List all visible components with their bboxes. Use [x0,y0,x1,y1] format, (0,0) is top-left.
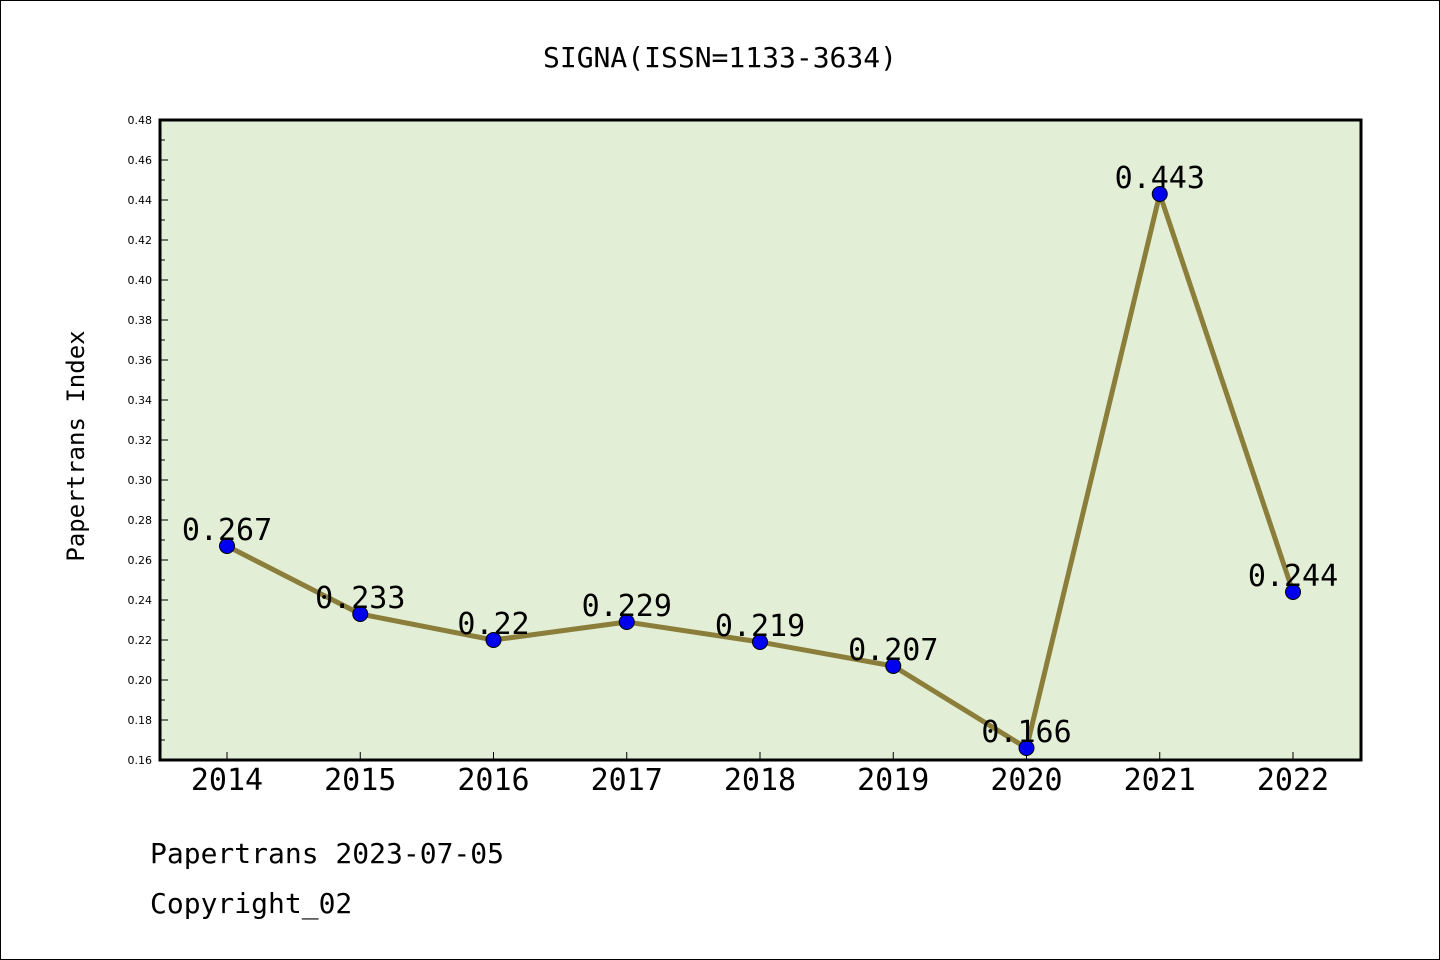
footer-copyright-text: Copyright_02 [150,887,353,920]
plot-area [160,120,1361,760]
data-label: 0.22 [457,607,529,642]
data-label: 0.166 [981,715,1071,750]
data-point [485,632,502,648]
x-axis-ticks: 2014 2015 2016 2017 2018 2019 2020 2021 2022 [191,752,1329,798]
data-label: 0.244 [1248,559,1338,594]
data-label: 0.267 [182,513,272,548]
data-point [219,538,235,554]
data-label: 0.207 [848,633,938,668]
y-tick-label: 0.18 [128,714,153,727]
x-tick-label: 2018 [724,763,796,798]
y-tick-label: 0.22 [128,634,153,647]
y-tick-label: 0.46 [128,154,153,167]
x-tick-label: 2020 [990,763,1062,798]
x-tick-label: 2017 [591,763,663,798]
y-tick-label: 0.40 [128,274,153,287]
y-tick-label: 0.24 [128,594,153,607]
y-tick-label: 0.28 [128,514,153,527]
x-tick-label: 2016 [457,763,529,798]
chart-title: SIGNA(ISSN=1133-3634) [543,41,897,74]
x-tick-label: 2021 [1124,763,1196,798]
data-label: 0.233 [315,581,405,616]
y-tick-label: 0.42 [128,234,153,247]
series-group: 0.267 0.233 0.22 0.229 0.219 0.207 0.166 0.443 0… [182,161,1338,756]
y-tick-label: 0.48 [128,114,153,127]
data-point [752,634,768,650]
data-point [352,606,369,622]
data-label: 0.229 [582,589,672,624]
y-axis-ticks: 0.16 0.18 0.20 0.22 0.24 0.26 0.28 0.30 0.32 0.34… [128,114,168,767]
x-tick-label: 2022 [1257,763,1329,798]
y-tick-label: 0.16 [128,754,153,767]
data-point [618,614,635,630]
y-tick-label: 0.20 [128,674,153,687]
data-label: 0.219 [715,609,805,644]
y-tick-label: 0.26 [128,554,153,567]
y-tick-label: 0.32 [128,434,153,447]
y-tick-label: 0.34 [128,394,153,407]
x-tick-label: 2014 [191,763,263,798]
plot-border [158,118,1363,762]
x-tick-label: 2019 [857,763,929,798]
data-label: 0.443 [1115,161,1205,196]
data-point [1018,740,1035,756]
data-point [1285,584,1301,600]
y-tick-label: 0.38 [128,314,153,327]
y-tick-label: 0.30 [128,474,153,487]
data-point [1151,186,1168,202]
footer-date-text: Papertrans 2023-07-05 [150,837,505,870]
data-point [885,658,902,674]
y-tick-label: 0.36 [128,354,153,367]
y-axis-label: Papertrans Index [62,330,90,561]
y-tick-label: 0.44 [128,194,153,207]
x-tick-label: 2015 [324,763,396,798]
